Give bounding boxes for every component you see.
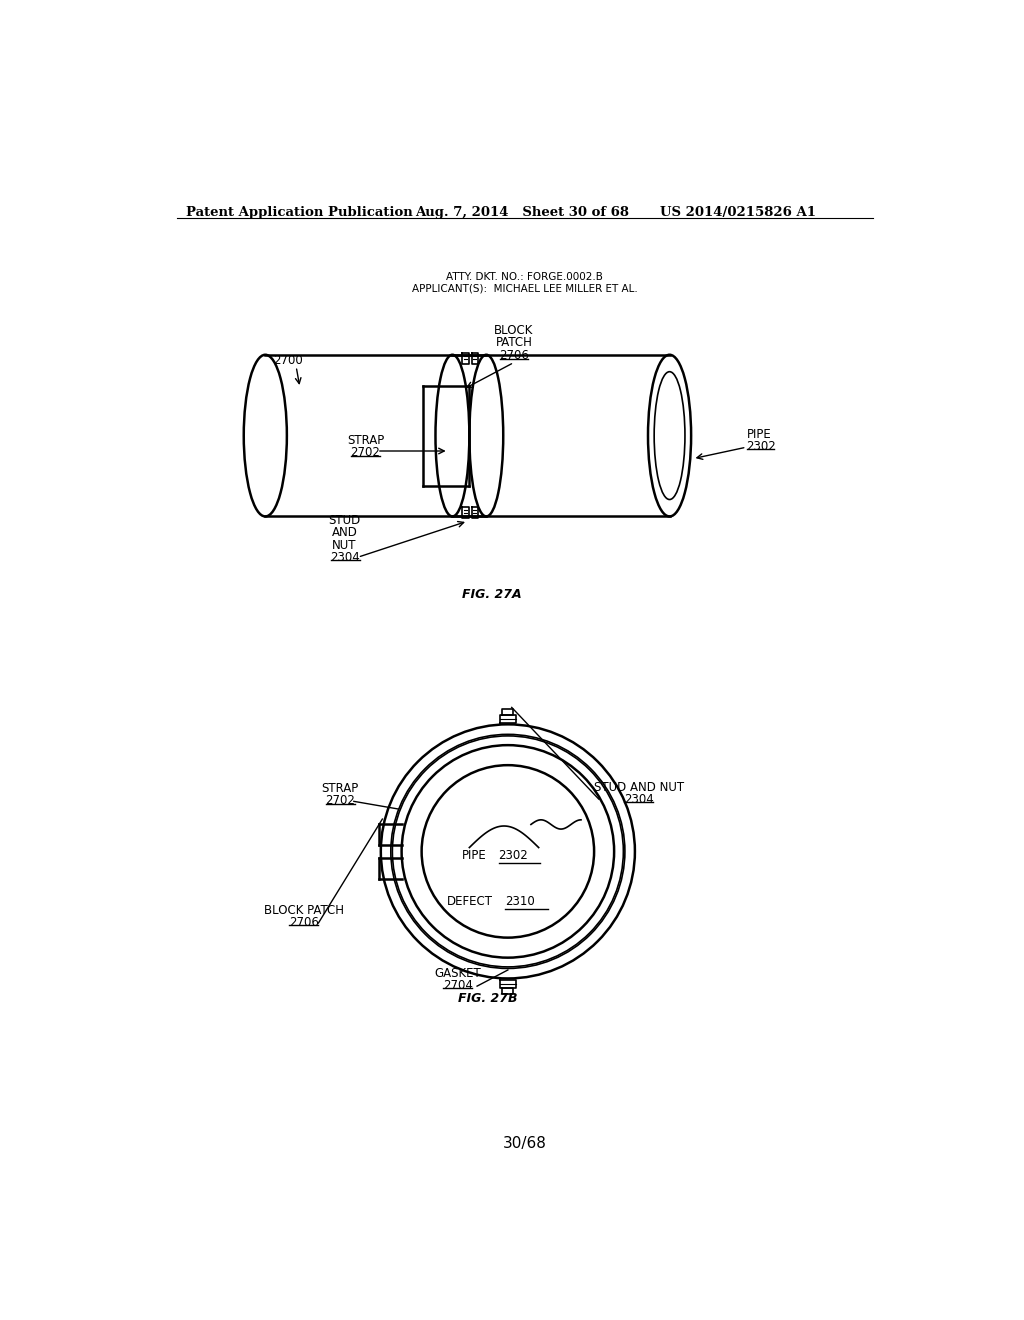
Text: 2302: 2302 xyxy=(499,849,528,862)
Text: 2704: 2704 xyxy=(442,979,473,993)
Text: BLOCK: BLOCK xyxy=(495,323,534,337)
Text: PIPE: PIPE xyxy=(462,849,486,862)
Text: AND: AND xyxy=(332,527,357,540)
Text: STRAP: STRAP xyxy=(347,434,384,447)
Text: 2304: 2304 xyxy=(330,552,359,564)
Text: 2310: 2310 xyxy=(505,895,535,908)
Text: PIPE: PIPE xyxy=(746,428,771,441)
Text: STUD: STUD xyxy=(329,515,360,527)
Text: 2304: 2304 xyxy=(624,793,653,807)
Text: STRAP: STRAP xyxy=(322,781,358,795)
Text: 2702: 2702 xyxy=(325,795,355,808)
Text: GASKET: GASKET xyxy=(434,966,481,979)
Text: 30/68: 30/68 xyxy=(503,1137,547,1151)
Text: 2706: 2706 xyxy=(289,916,318,929)
Text: BLOCK PATCH: BLOCK PATCH xyxy=(264,904,344,917)
Text: APPLICANT(S):  MICHAEL LEE MILLER ET AL.: APPLICANT(S): MICHAEL LEE MILLER ET AL. xyxy=(412,284,638,294)
Text: DEFECT: DEFECT xyxy=(446,895,493,908)
Text: US 2014/0215826 A1: US 2014/0215826 A1 xyxy=(660,206,816,219)
Text: NUT: NUT xyxy=(333,539,357,552)
Text: FIG. 27A: FIG. 27A xyxy=(462,589,521,601)
Text: Aug. 7, 2014   Sheet 30 of 68: Aug. 7, 2014 Sheet 30 of 68 xyxy=(416,206,630,219)
Text: 2706: 2706 xyxy=(499,350,529,363)
Text: STUD AND NUT: STUD AND NUT xyxy=(594,780,684,793)
Text: 2302: 2302 xyxy=(746,441,776,453)
Text: ATTY. DKT. NO.: FORGE.0002.B: ATTY. DKT. NO.: FORGE.0002.B xyxy=(446,272,603,282)
Text: PATCH: PATCH xyxy=(496,335,532,348)
Text: 2700: 2700 xyxy=(273,354,303,367)
Text: 2702: 2702 xyxy=(350,446,380,459)
Text: Patent Application Publication: Patent Application Publication xyxy=(186,206,413,219)
Text: FIG. 27B: FIG. 27B xyxy=(458,991,517,1005)
